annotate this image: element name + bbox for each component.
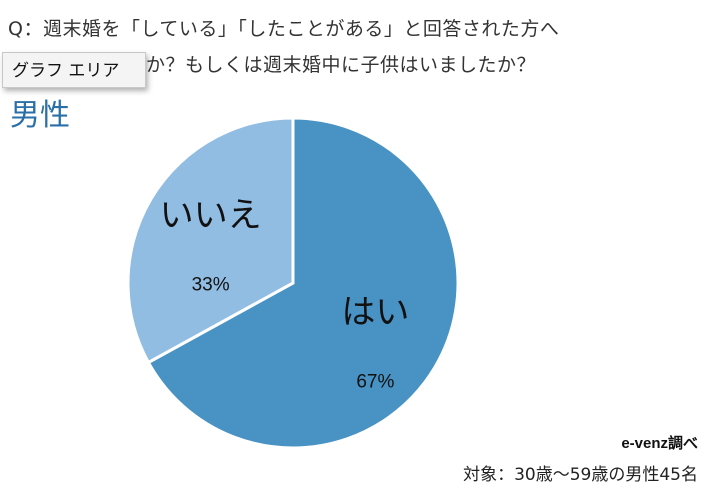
slice-label-1: はい bbox=[341, 293, 409, 333]
pie-slice-2[interactable] bbox=[126, 116, 295, 365]
slice-label-2: いいえ bbox=[160, 195, 262, 235]
pie-slice-1[interactable] bbox=[146, 116, 460, 450]
question-line-2: か？もしくは週末婚中に子供はいましたか？ bbox=[146, 54, 537, 76]
sample-note: 対象：30歳～59歳の男性45名 bbox=[463, 465, 698, 485]
question-line-1: Q：週末婚を「している」「したことがある」と回答された方へ bbox=[8, 18, 560, 40]
chart-area-tooltip: グラフ エリア bbox=[2, 52, 146, 88]
source-credit: e-venz調べ bbox=[621, 435, 698, 452]
slice-percent-2: 33% bbox=[192, 274, 230, 295]
slice-percent-1: 67% bbox=[356, 372, 394, 393]
chart-title-gender: 男性 bbox=[10, 98, 70, 133]
